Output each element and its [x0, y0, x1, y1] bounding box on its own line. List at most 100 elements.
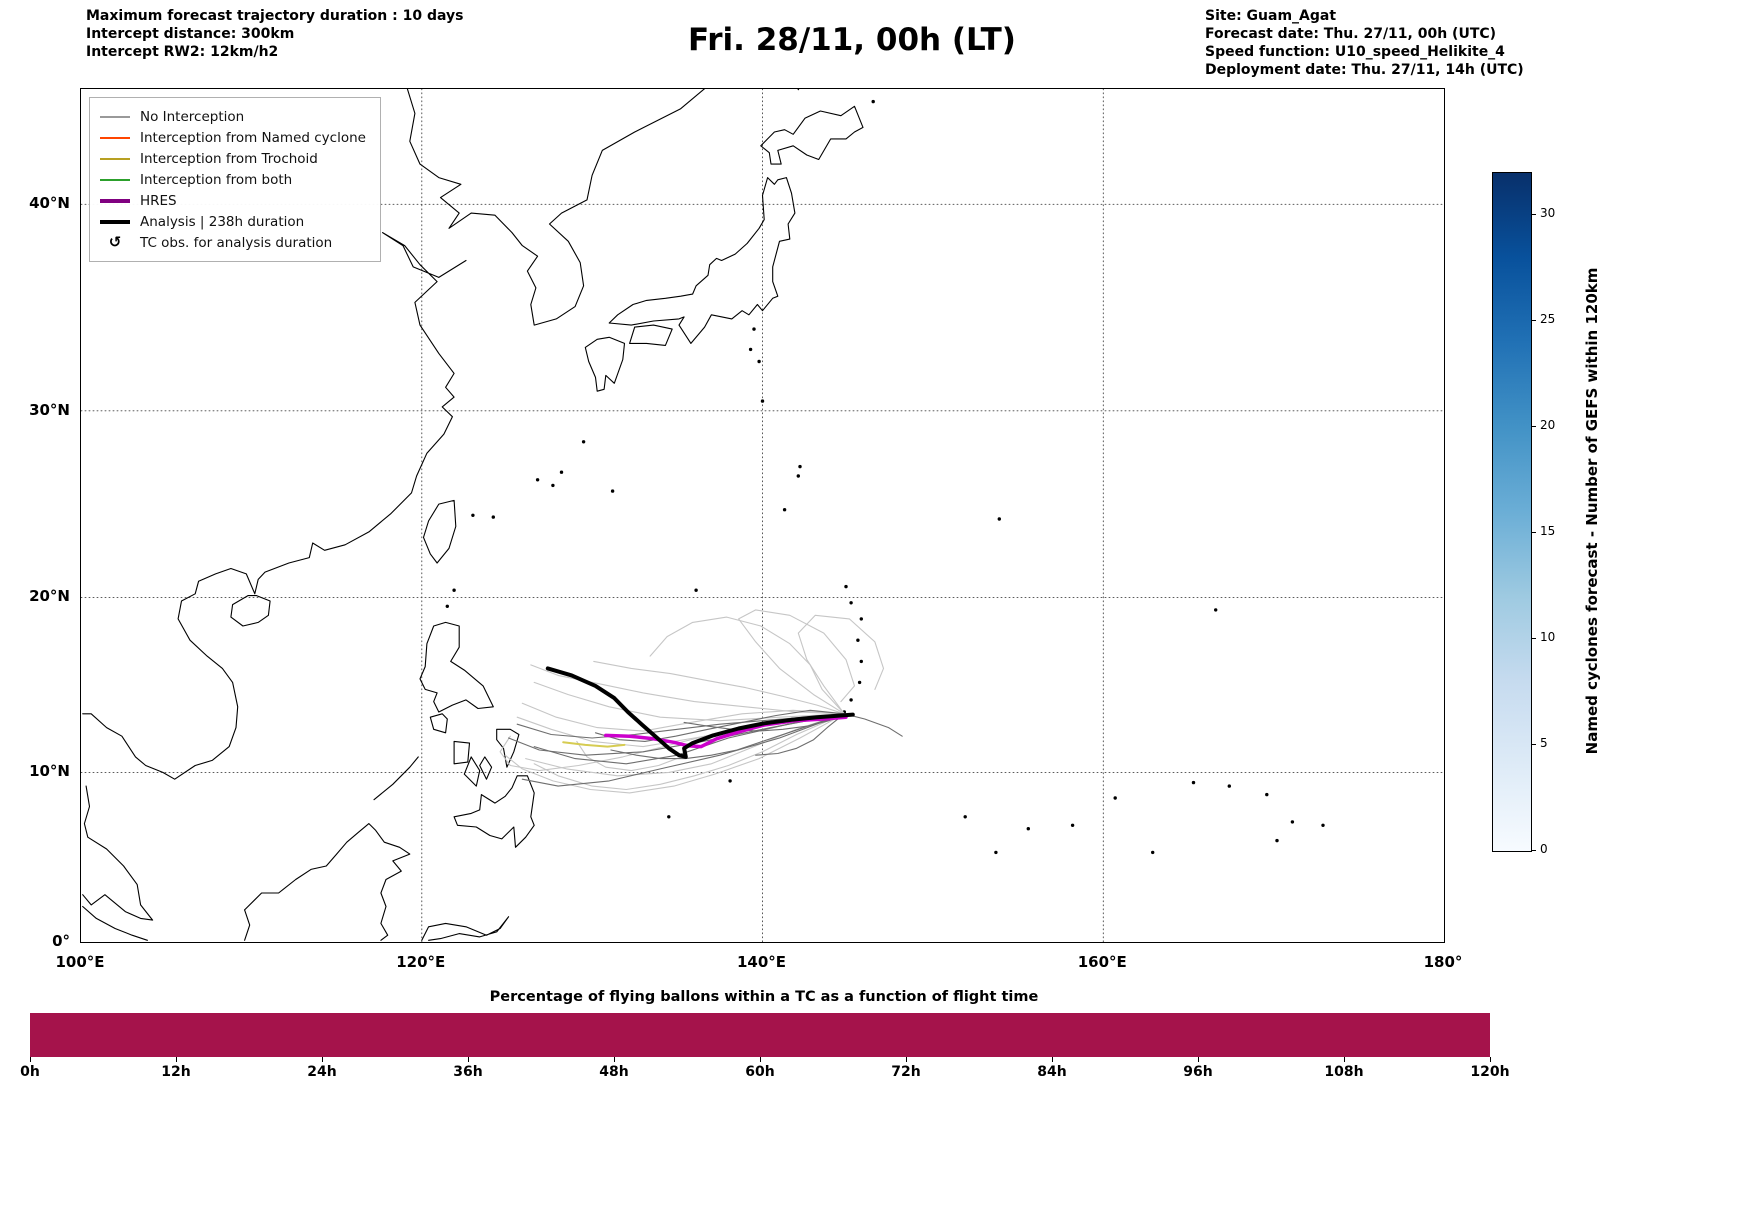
trajectory-no-interception	[843, 713, 903, 737]
trajectory-no-interception	[649, 616, 845, 715]
colorbar-tick	[1531, 213, 1536, 215]
coastline	[629, 324, 673, 346]
coastline	[760, 105, 864, 165]
island-dot	[1227, 784, 1232, 788]
legend-item-analysis: Analysis | 238h duration	[100, 211, 366, 232]
coastline	[797, 89, 800, 91]
y-tick-label: 40°N	[29, 194, 70, 213]
legend-line-swatch	[100, 136, 130, 139]
legend-label: Interception from both	[140, 171, 293, 188]
coastline	[608, 177, 796, 344]
island-dot	[871, 99, 875, 104]
y-tick-label: 30°N	[29, 400, 70, 419]
trajectory-no-interception	[593, 660, 845, 715]
island-dot	[857, 680, 862, 685]
bottom-x-tick-label: 96h	[1183, 1064, 1213, 1080]
colorbar-tick-label: 5	[1540, 736, 1548, 751]
bottom-x-tick-label: 84h	[1037, 1064, 1067, 1080]
trajectory-no-interception	[797, 614, 885, 715]
island-dot	[752, 327, 756, 331]
legend-item-trochoid: Interception from Trochoid	[100, 148, 366, 169]
map-axes: No Interception Interception from Named …	[80, 88, 1445, 943]
x-tick-label: 140°E	[736, 953, 787, 971]
colorbar-tick	[1531, 637, 1536, 639]
trajectory-no-interception	[504, 713, 845, 794]
coastline	[244, 823, 411, 941]
legend-line-swatch	[100, 115, 130, 118]
y-tick-label: 20°N	[29, 587, 70, 606]
bottom-axis-tick	[759, 1057, 761, 1062]
legend-item-tc-obs: ↺ TC obs. for analysis duration	[100, 232, 366, 253]
trajectory-no-interception	[610, 713, 845, 760]
trajectory-no-interception	[576, 740, 687, 772]
island-dot	[728, 779, 732, 783]
max-duration-text: Maximum forecast trajectory duration : 1…	[86, 8, 464, 24]
coastline	[479, 756, 493, 780]
coastline	[82, 232, 467, 780]
bottom-axis-tick	[1343, 1057, 1345, 1062]
legend-label: TC obs. for analysis duration	[140, 234, 333, 251]
legend-label: HRES	[140, 192, 177, 209]
island-dot	[1191, 780, 1196, 785]
bottom-x-tick-label: 48h	[599, 1064, 629, 1080]
bottom-axis-tick	[905, 1057, 907, 1062]
colorbar-tick	[1531, 319, 1536, 321]
coastline	[244, 909, 251, 941]
island-dot	[1070, 823, 1075, 827]
tc-percentage-bar	[30, 1013, 1490, 1057]
annotation-top-left: Maximum forecast trajectory duration : 1…	[86, 7, 463, 61]
x-tick-label: 160°E	[1077, 953, 1127, 971]
island-dot	[1321, 823, 1325, 827]
island-dot	[760, 399, 765, 403]
island-dot	[859, 617, 863, 621]
coastline	[453, 740, 471, 765]
island-dot	[782, 508, 787, 512]
bottom-x-tick-label: 60h	[745, 1064, 775, 1080]
bottom-x-tick-label: 108h	[1324, 1064, 1364, 1080]
trajectory-trochoid	[562, 741, 626, 748]
island-dot	[1275, 838, 1279, 843]
trajectory-no-interception	[521, 713, 845, 787]
island-dot	[849, 698, 853, 702]
colorbar-axis-label: Named cyclones forecast - Number of GEFS…	[1583, 267, 1601, 755]
colorbar-tick-label: 10	[1540, 630, 1556, 645]
trajectory-no-interception	[683, 713, 845, 732]
trajectory-no-interception	[738, 609, 856, 715]
site-text: Site: Guam_Agat	[1205, 8, 1337, 24]
trajectory-no-interception	[530, 664, 845, 715]
island-dot	[559, 470, 564, 474]
bottom-x-tick-label: 36h	[453, 1064, 483, 1080]
coastline	[584, 336, 626, 392]
intercept-distance-text: Intercept distance: 300km	[86, 26, 295, 42]
legend-label: Analysis | 238h duration	[140, 213, 305, 230]
coastline	[230, 595, 271, 627]
coastline	[406, 89, 706, 326]
island-dot	[856, 638, 860, 642]
legend-item-hres: HRES	[100, 190, 366, 211]
legend-label: Interception from Named cyclone	[140, 129, 366, 146]
x-tick-label: 120°E	[396, 953, 446, 971]
coastline	[422, 499, 457, 564]
trajectory-no-interception	[533, 713, 845, 791]
island-dot	[471, 513, 475, 517]
island-dot	[844, 584, 848, 589]
legend-item-both: Interception from both	[100, 169, 366, 190]
legend-item-named-cyclone: Interception from Named cyclone	[100, 127, 366, 148]
trajectory-no-interception	[533, 681, 845, 722]
legend-line-swatch	[100, 157, 130, 160]
island-dot	[798, 464, 802, 469]
island-dot	[1026, 827, 1030, 831]
bottom-axis-tick	[321, 1057, 323, 1062]
trajectory-no-interception	[508, 713, 845, 756]
colorbar-tick-label: 15	[1540, 524, 1556, 539]
legend-line-swatch	[100, 198, 130, 203]
bottom-x-tick-label: 12h	[161, 1064, 191, 1080]
figure-title: Fri. 28/11, 00h (LT)	[688, 22, 1016, 58]
bottom-axis-tick	[1051, 1057, 1053, 1062]
island-dot	[491, 515, 495, 519]
bottom-axis-tick	[29, 1057, 31, 1062]
coastline	[82, 785, 154, 921]
legend-line-swatch	[100, 178, 130, 181]
island-dot	[1265, 792, 1269, 797]
trajectory-no-interception	[594, 709, 845, 742]
